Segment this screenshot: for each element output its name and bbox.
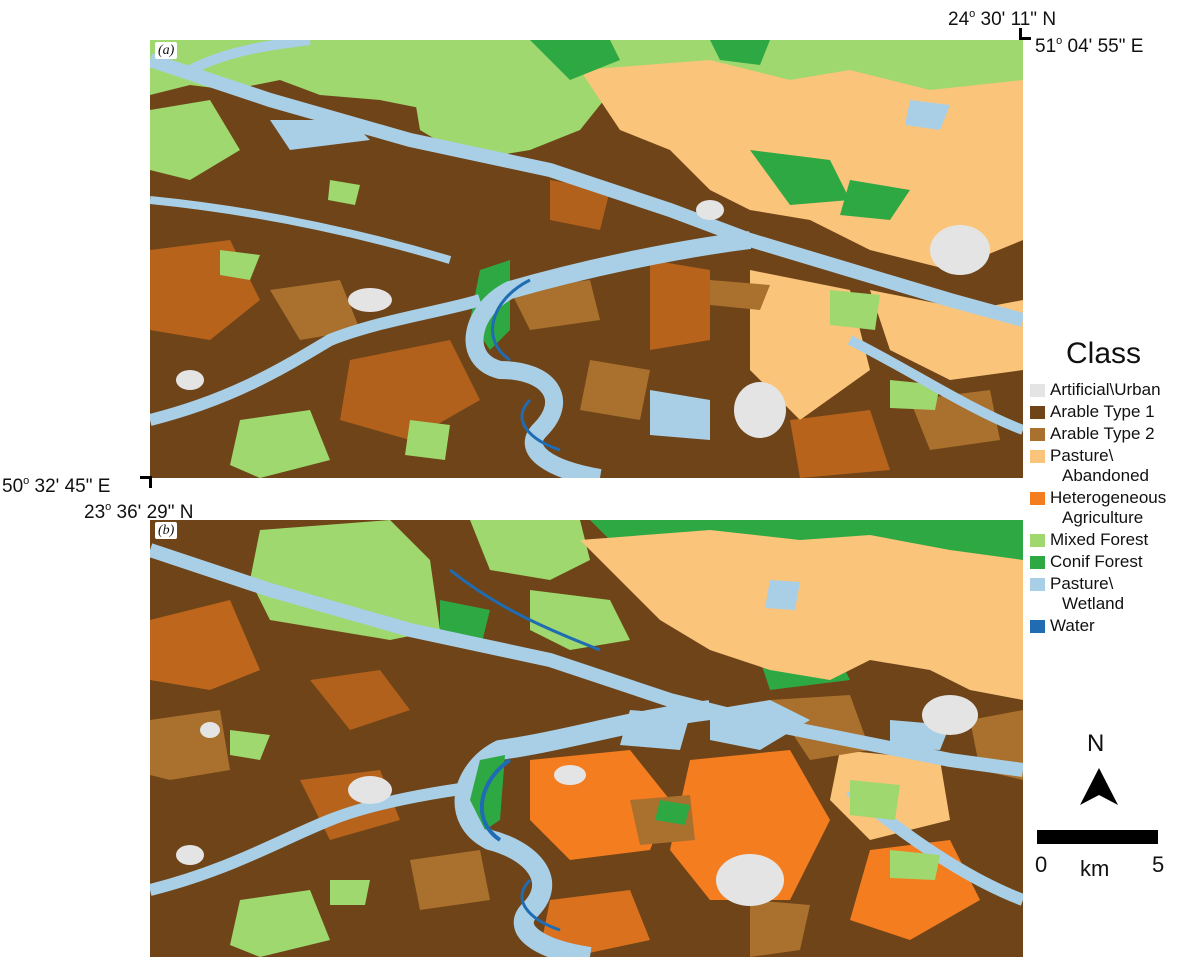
scale-bar-end: 5 bbox=[1152, 852, 1165, 877]
legend-item: Arable Type 1 bbox=[1030, 402, 1200, 422]
legend-label: Pasture\ bbox=[1050, 574, 1114, 593]
coord-bottom-left-lat: 23o 36' 29" N bbox=[84, 501, 194, 523]
legend-item: Pasture\ Abandoned bbox=[1030, 446, 1200, 486]
legend-label: Arable Type 2 bbox=[1050, 424, 1155, 443]
legend-items: Artificial\Urban Arable Type 1 Arable Type… bbox=[1030, 380, 1200, 636]
legend-title: Class bbox=[1066, 337, 1142, 370]
coord-top-right-lon: 51o 04' 55" E bbox=[1035, 35, 1144, 57]
panel-label-b: (b) bbox=[155, 522, 178, 539]
corner-mark-bottom-left bbox=[140, 476, 152, 479]
legend-item: Water bbox=[1030, 616, 1200, 636]
legend-label: Heterogeneous bbox=[1050, 488, 1167, 507]
legend-label-line2: Agriculture bbox=[1062, 508, 1144, 527]
map-legend: Class Artificial\Urban Arable Type 1 Arabl… bbox=[1030, 336, 1200, 638]
legend-item: Arable Type 2 bbox=[1030, 424, 1200, 444]
legend-label: Mixed Forest bbox=[1050, 530, 1149, 549]
legend-swatch bbox=[1030, 620, 1045, 633]
scale-bar-start: 0 bbox=[1035, 852, 1048, 877]
legend-swatch bbox=[1030, 556, 1045, 569]
legend-label-line2: Wetland bbox=[1062, 594, 1125, 613]
legend-item: Pasture\ Wetland bbox=[1030, 574, 1200, 614]
legend-item: Conif Forest bbox=[1030, 552, 1200, 572]
legend-label: Arable Type 1 bbox=[1050, 402, 1155, 421]
legend-item: Heterogeneous Agriculture bbox=[1030, 488, 1200, 528]
legend-swatch bbox=[1030, 492, 1045, 505]
legend-label-line2: Abandoned bbox=[1062, 466, 1149, 485]
panel-label-a: (a) bbox=[155, 42, 178, 59]
land-cover-map-a bbox=[150, 40, 1023, 478]
land-cover-map-b bbox=[150, 520, 1023, 957]
legend-label: Conif Forest bbox=[1050, 552, 1143, 571]
legend-swatch bbox=[1030, 578, 1045, 591]
legend-swatch bbox=[1030, 450, 1045, 463]
legend-swatch bbox=[1030, 534, 1045, 547]
legend-item: Mixed Forest bbox=[1030, 530, 1200, 550]
legend-swatch bbox=[1030, 428, 1045, 441]
map-panel-b: (b) bbox=[150, 520, 1023, 957]
map-panel-a: (a) bbox=[150, 40, 1023, 478]
legend-label: Pasture\ bbox=[1050, 446, 1114, 465]
corner-mark-top-right bbox=[1019, 28, 1022, 40]
legend-item: Artificial\Urban bbox=[1030, 380, 1200, 400]
legend-label: Artificial\Urban bbox=[1050, 380, 1161, 399]
north-label: N bbox=[1087, 730, 1105, 757]
legend-label: Water bbox=[1050, 616, 1095, 635]
legend-swatch bbox=[1030, 384, 1045, 397]
scale-bar-unit: km bbox=[1080, 856, 1110, 881]
legend-swatch bbox=[1030, 406, 1045, 419]
scale-bar bbox=[1037, 830, 1158, 844]
north-arrow-icon bbox=[1080, 768, 1118, 805]
coord-top-right-lat: 24o 30' 11" N bbox=[948, 8, 1057, 30]
coord-bottom-left-lon: 50o 32' 45" E bbox=[2, 475, 111, 497]
